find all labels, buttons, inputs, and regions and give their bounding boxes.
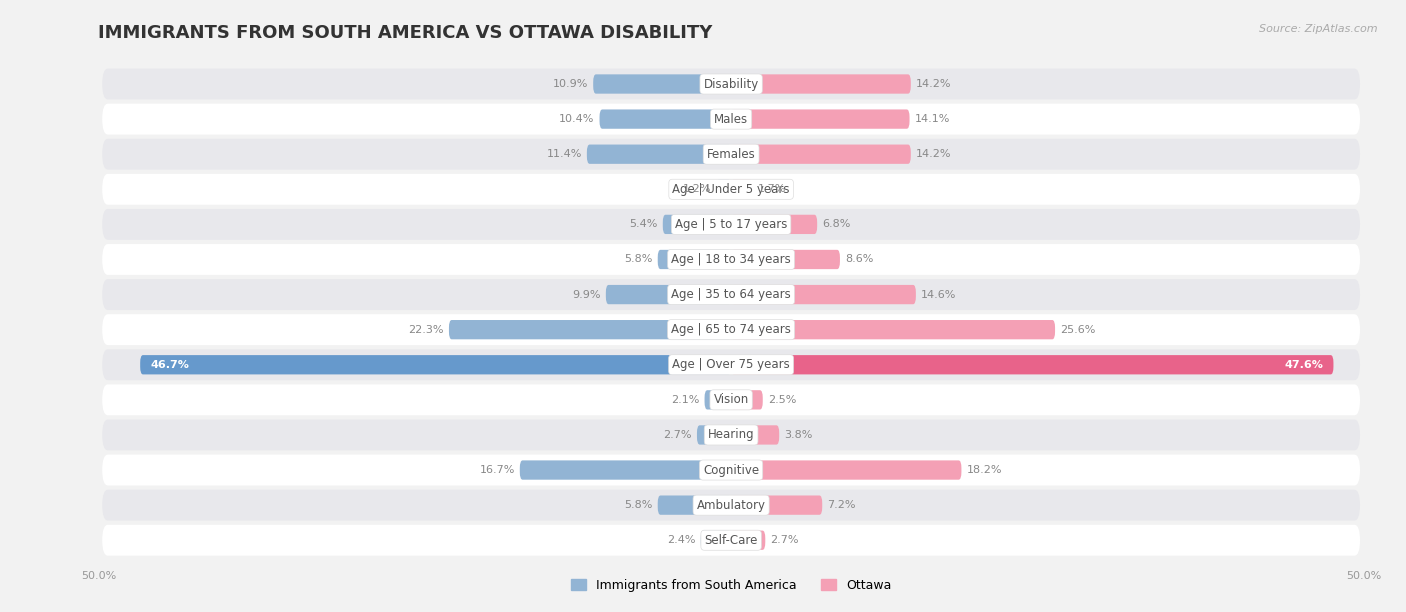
FancyBboxPatch shape [731, 390, 762, 409]
Text: 3.8%: 3.8% [785, 430, 813, 440]
Text: 25.6%: 25.6% [1060, 325, 1095, 335]
Text: Age | 5 to 17 years: Age | 5 to 17 years [675, 218, 787, 231]
Text: Age | Over 75 years: Age | Over 75 years [672, 358, 790, 371]
Text: 6.8%: 6.8% [823, 219, 851, 230]
Text: 7.2%: 7.2% [827, 500, 856, 510]
Text: 2.7%: 2.7% [664, 430, 692, 440]
FancyBboxPatch shape [716, 180, 731, 199]
Text: 9.9%: 9.9% [572, 289, 600, 299]
FancyBboxPatch shape [103, 244, 1360, 275]
Text: 14.1%: 14.1% [914, 114, 950, 124]
FancyBboxPatch shape [103, 279, 1360, 310]
Legend: Immigrants from South America, Ottawa: Immigrants from South America, Ottawa [571, 579, 891, 592]
Text: Age | 65 to 74 years: Age | 65 to 74 years [671, 323, 792, 336]
Text: Age | Under 5 years: Age | Under 5 years [672, 183, 790, 196]
Text: 16.7%: 16.7% [479, 465, 515, 475]
FancyBboxPatch shape [731, 320, 1054, 339]
Text: Vision: Vision [713, 394, 749, 406]
FancyBboxPatch shape [599, 110, 731, 129]
FancyBboxPatch shape [103, 174, 1360, 205]
Text: 5.8%: 5.8% [624, 500, 652, 510]
FancyBboxPatch shape [731, 285, 915, 304]
FancyBboxPatch shape [103, 384, 1360, 416]
FancyBboxPatch shape [103, 103, 1360, 135]
Text: Self-Care: Self-Care [704, 534, 758, 547]
FancyBboxPatch shape [103, 524, 1360, 556]
FancyBboxPatch shape [700, 531, 731, 550]
Text: Age | 35 to 64 years: Age | 35 to 64 years [671, 288, 792, 301]
Text: 2.7%: 2.7% [770, 536, 799, 545]
FancyBboxPatch shape [103, 209, 1360, 240]
FancyBboxPatch shape [141, 355, 731, 375]
Text: 1.7%: 1.7% [758, 184, 786, 194]
Text: 1.2%: 1.2% [682, 184, 711, 194]
FancyBboxPatch shape [731, 110, 910, 129]
FancyBboxPatch shape [103, 139, 1360, 170]
Text: 2.5%: 2.5% [768, 395, 796, 405]
Text: Disability: Disability [703, 78, 759, 91]
Text: 2.4%: 2.4% [668, 536, 696, 545]
FancyBboxPatch shape [731, 460, 962, 480]
Text: Cognitive: Cognitive [703, 463, 759, 477]
FancyBboxPatch shape [606, 285, 731, 304]
FancyBboxPatch shape [731, 144, 911, 164]
FancyBboxPatch shape [704, 390, 731, 409]
Text: 5.8%: 5.8% [624, 255, 652, 264]
Text: 11.4%: 11.4% [547, 149, 582, 159]
Text: 14.2%: 14.2% [915, 79, 952, 89]
FancyBboxPatch shape [593, 75, 731, 94]
FancyBboxPatch shape [449, 320, 731, 339]
Text: 18.2%: 18.2% [966, 465, 1002, 475]
FancyBboxPatch shape [103, 490, 1360, 521]
FancyBboxPatch shape [103, 314, 1360, 345]
FancyBboxPatch shape [731, 496, 823, 515]
Text: 10.4%: 10.4% [560, 114, 595, 124]
Text: Males: Males [714, 113, 748, 125]
Text: 47.6%: 47.6% [1285, 360, 1323, 370]
FancyBboxPatch shape [658, 250, 731, 269]
FancyBboxPatch shape [697, 425, 731, 444]
FancyBboxPatch shape [731, 355, 1333, 375]
FancyBboxPatch shape [731, 425, 779, 444]
FancyBboxPatch shape [731, 215, 817, 234]
Text: Females: Females [707, 147, 755, 161]
Text: Ambulatory: Ambulatory [696, 499, 766, 512]
Text: Hearing: Hearing [707, 428, 755, 441]
FancyBboxPatch shape [731, 180, 752, 199]
Text: 22.3%: 22.3% [408, 325, 444, 335]
Text: Source: ZipAtlas.com: Source: ZipAtlas.com [1260, 24, 1378, 34]
FancyBboxPatch shape [662, 215, 731, 234]
FancyBboxPatch shape [103, 455, 1360, 485]
Text: 2.1%: 2.1% [671, 395, 699, 405]
FancyBboxPatch shape [731, 250, 839, 269]
FancyBboxPatch shape [520, 460, 731, 480]
FancyBboxPatch shape [731, 75, 911, 94]
FancyBboxPatch shape [658, 496, 731, 515]
Text: 46.7%: 46.7% [150, 360, 190, 370]
FancyBboxPatch shape [586, 144, 731, 164]
Text: 5.4%: 5.4% [630, 219, 658, 230]
FancyBboxPatch shape [103, 419, 1360, 450]
FancyBboxPatch shape [103, 69, 1360, 100]
Text: Age | 18 to 34 years: Age | 18 to 34 years [671, 253, 792, 266]
Text: 14.2%: 14.2% [915, 149, 952, 159]
Text: 14.6%: 14.6% [921, 289, 956, 299]
Text: 10.9%: 10.9% [553, 79, 588, 89]
Text: IMMIGRANTS FROM SOUTH AMERICA VS OTTAWA DISABILITY: IMMIGRANTS FROM SOUTH AMERICA VS OTTAWA … [98, 24, 713, 42]
Text: 8.6%: 8.6% [845, 255, 873, 264]
FancyBboxPatch shape [103, 349, 1360, 380]
FancyBboxPatch shape [731, 531, 765, 550]
